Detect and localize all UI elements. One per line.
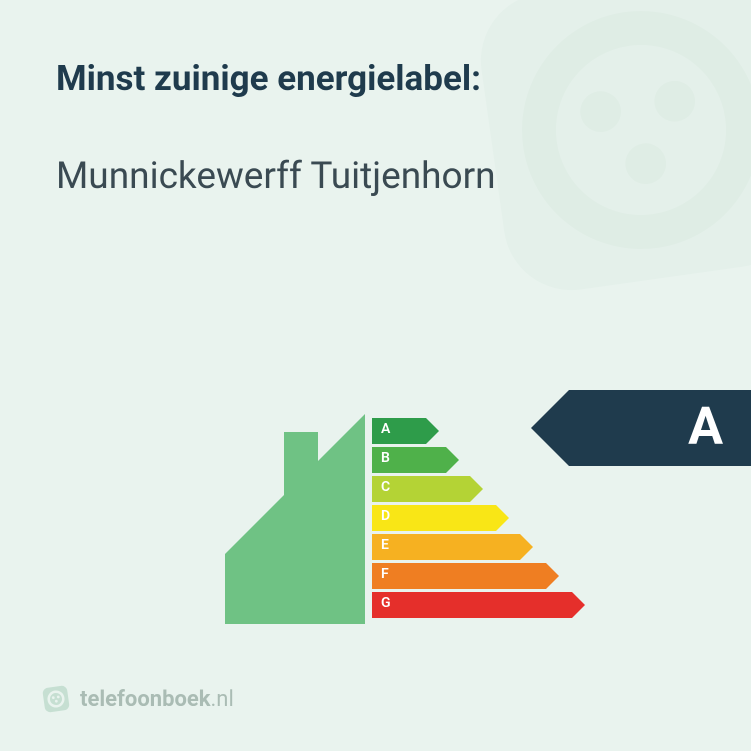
selected-label-badge: A xyxy=(531,390,751,466)
energy-bar-label: E xyxy=(381,537,389,553)
selected-label-letter: A xyxy=(688,396,723,457)
footer-brand: telefoonboek.nl xyxy=(42,685,234,713)
footer-brand-tld: .nl xyxy=(211,687,234,712)
energy-bar-label: B xyxy=(381,450,390,466)
footer-brand-bold: telefoonboek xyxy=(80,687,211,712)
footer-brand-text: telefoonboek.nl xyxy=(80,687,234,712)
energy-bar-label: F xyxy=(381,566,389,582)
footer-logo-icon xyxy=(40,683,72,715)
energy-bar-label: G xyxy=(381,595,391,611)
page-title: Minst zuinige energielabel: xyxy=(56,58,695,99)
house-icon xyxy=(200,414,365,624)
energy-bar-label: C xyxy=(381,479,390,495)
location-name: Munnickewerff Tuitjenhorn xyxy=(56,155,695,198)
energy-chart: A A B C D xyxy=(0,370,751,650)
energy-bar-label: D xyxy=(381,508,390,524)
content-area: Minst zuinige energielabel: Munnickewerf… xyxy=(0,0,751,198)
energy-bar-label: A xyxy=(381,421,390,437)
